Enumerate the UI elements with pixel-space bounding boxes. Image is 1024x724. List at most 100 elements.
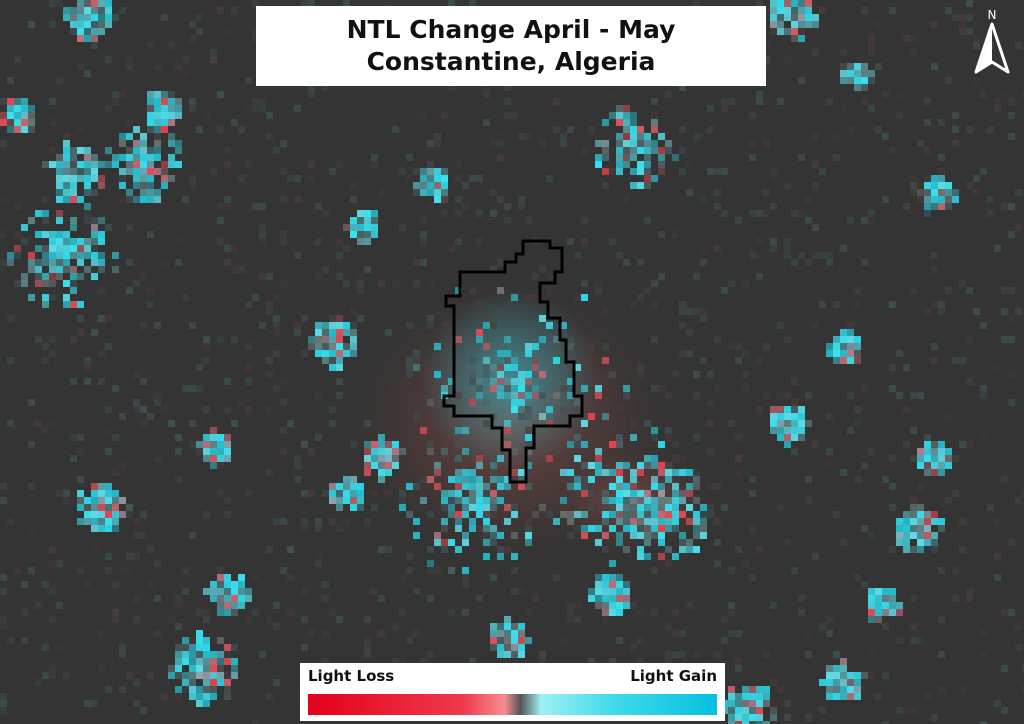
ntl-pixel: [161, 182, 168, 189]
ntl-pixel: [665, 497, 672, 504]
ntl-pixel: [224, 686, 231, 693]
ntl-pixel: [497, 497, 504, 504]
ntl-pixel: [917, 462, 924, 469]
ntl-pixel: [483, 497, 490, 504]
ntl-pixel: [931, 182, 938, 189]
ntl-pixel: [602, 140, 609, 147]
ntl-pixel: [42, 252, 49, 259]
ntl-pixel: [854, 679, 861, 686]
ntl-pixel: [217, 595, 224, 602]
ntl-pixel: [490, 462, 497, 469]
ntl-pixel: [91, 0, 98, 7]
ntl-pixel: [784, 28, 791, 35]
ntl-pixel: [777, 14, 784, 21]
ntl-pixel: [896, 539, 903, 546]
ntl-pixel: [245, 595, 252, 602]
ntl-pixel: [637, 140, 644, 147]
ntl-pixel: [497, 651, 504, 658]
ntl-pixel: [630, 119, 637, 126]
ntl-pixel: [511, 406, 518, 413]
ntl-pixel: [455, 490, 462, 497]
ntl-pixel: [105, 0, 112, 7]
ntl-pixel: [595, 525, 602, 532]
ntl-pixel: [840, 686, 847, 693]
ntl-pixel: [84, 203, 91, 210]
ntl-pixel: [21, 280, 28, 287]
ntl-pixel: [532, 420, 539, 427]
ntl-pixel: [203, 637, 210, 644]
ntl-pixel: [182, 672, 189, 679]
ntl-pixel: [231, 658, 238, 665]
ntl-pixel: [875, 609, 882, 616]
ntl-pixel: [903, 525, 910, 532]
ntl-pixel: [434, 343, 441, 350]
ntl-pixel: [525, 462, 532, 469]
ntl-pixel: [658, 154, 665, 161]
ntl-pixel: [98, 497, 105, 504]
ntl-pixel: [112, 252, 119, 259]
ntl-pixel: [343, 343, 350, 350]
ntl-pixel: [609, 609, 616, 616]
ntl-pixel: [518, 651, 525, 658]
ntl-pixel: [28, 252, 35, 259]
ntl-pixel: [98, 21, 105, 28]
ntl-pixel: [147, 161, 154, 168]
ntl-pixel: [616, 168, 623, 175]
ntl-pixel: [931, 455, 938, 462]
ntl-pixel: [637, 546, 644, 553]
ntl-pixel: [651, 119, 658, 126]
ntl-pixel: [504, 651, 511, 658]
ntl-pixel: [917, 189, 924, 196]
ntl-pixel: [168, 154, 175, 161]
ntl-pixel: [21, 112, 28, 119]
ntl-pixel: [77, 7, 84, 14]
ntl-pixel: [147, 91, 154, 98]
ntl-pixel: [378, 469, 385, 476]
ntl-pixel: [497, 392, 504, 399]
ntl-pixel: [616, 133, 623, 140]
ntl-pixel: [77, 14, 84, 21]
ntl-pixel: [70, 175, 77, 182]
ntl-pixel: [616, 511, 623, 518]
ntl-pixel: [623, 140, 630, 147]
ntl-pixel: [462, 539, 469, 546]
ntl-pixel: [28, 217, 35, 224]
ntl-pixel: [14, 126, 21, 133]
ntl-pixel: [350, 336, 357, 343]
ntl-pixel: [434, 532, 441, 539]
ntl-pixel: [413, 532, 420, 539]
ntl-pixel: [378, 476, 385, 483]
ntl-pixel: [441, 490, 448, 497]
ntl-pixel: [840, 693, 847, 700]
ntl-pixel: [161, 112, 168, 119]
ntl-pixel: [364, 462, 371, 469]
ntl-pixel: [378, 434, 385, 441]
ntl-pixel: [140, 154, 147, 161]
ntl-pixel: [602, 602, 609, 609]
ntl-pixel: [371, 455, 378, 462]
ntl-pixel: [224, 455, 231, 462]
ntl-pixel: [609, 497, 616, 504]
ntl-pixel: [525, 343, 532, 350]
ntl-pixel: [623, 154, 630, 161]
ntl-pixel: [189, 693, 196, 700]
ntl-pixel: [847, 686, 854, 693]
ntl-pixel: [903, 532, 910, 539]
ntl-pixel: [385, 462, 392, 469]
ntl-pixel: [336, 364, 343, 371]
ntl-pixel: [406, 511, 413, 518]
ntl-pixel: [350, 483, 357, 490]
ntl-pixel: [644, 133, 651, 140]
ntl-pixel: [490, 525, 497, 532]
ntl-pixel: [427, 560, 434, 567]
ntl-pixel: [175, 658, 182, 665]
ntl-pixel: [63, 294, 70, 301]
ntl-pixel: [49, 280, 56, 287]
ntl-pixel: [518, 371, 525, 378]
ntl-pixel: [161, 161, 168, 168]
ntl-pixel: [455, 336, 462, 343]
ntl-pixel: [539, 371, 546, 378]
ntl-pixel: [385, 469, 392, 476]
ntl-pixel: [798, 7, 805, 14]
ntl-pixel: [28, 105, 35, 112]
